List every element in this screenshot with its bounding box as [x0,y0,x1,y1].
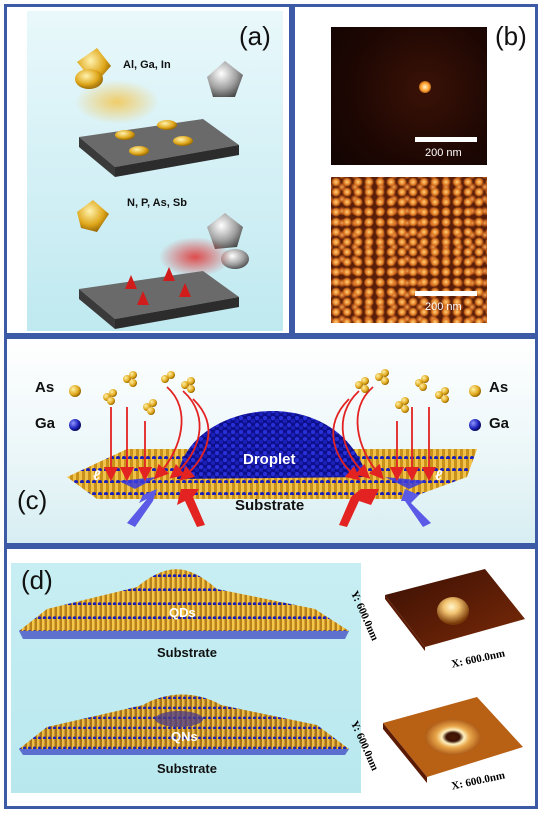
panel-a-background [27,11,283,331]
scale-text-bottom: 200 nm [425,301,462,313]
gold-effusion-cell-icon-lower [77,200,109,232]
panel-a-label: (a) [239,21,271,51]
substrate-label-bottom: Substrate [157,761,217,776]
as-flux-arrows-right [332,386,437,482]
red-flux-spray [159,237,231,277]
quantum-nanoring-layer [19,694,349,755]
panel-d-illustration [19,569,349,755]
yellow-flux-spray [75,80,159,124]
panel-c-illustration [67,369,481,527]
group-iii-elements-label: Al, Ga, In [123,59,171,71]
nanoring-center [155,711,203,727]
panel-a-illustration [75,48,249,329]
panel-d-label: (d) [21,565,53,595]
qds-label: QDs [169,605,196,620]
ga-legend-label-right: Ga [489,415,510,432]
grey-effusion-cell-icon [207,61,243,97]
ga-legend-icon-left [69,419,81,431]
top-substrate [79,119,239,177]
panel-b-label: (b) [495,21,527,51]
afm-3d-quantum-dot [385,569,525,651]
as-flux-arrows-left [103,386,210,482]
scale-bar-top [415,137,477,142]
panel-b: (b) 200 nm 200 nm [292,4,538,336]
afm-image-single-dot: 200 nm [331,27,487,165]
as-legend-label-left: As [35,379,55,396]
scale-bar-bottom [415,291,477,296]
as-legend-icon-right [469,385,481,397]
red-diffusion-arrow-right [339,489,379,527]
blue-diffusion-arrow-right [401,489,431,527]
ga-legend-label-left: Ga [35,415,56,432]
quantum-dot-mound [19,569,349,639]
blue-diffusion-arrow-left [127,489,157,527]
panel-c: As Ga As Ga Droplet Substrate ℓ ℓ (c) [4,336,538,546]
panel-d: (d) QDs Substrate QNs Substrate Y: 600.0… [4,546,538,809]
diffusion-length-left: ℓ [93,467,101,483]
panel-a: (a) Al, Ga, In N, P, As, Sb [4,4,292,336]
ga-legend-icon-right [469,419,481,431]
bottom-substrate [79,267,239,329]
afm-3d-quantum-ring [383,697,523,783]
scale-text-top: 200 nm [425,147,462,159]
single-quantum-dot [419,81,431,93]
as-legend-label-right: As [489,379,509,396]
panel-c-label: (c) [17,485,48,515]
substrate-label-top: Substrate [157,645,217,660]
diffusion-length-right: ℓ [435,467,443,483]
qns-label: QNs [171,729,198,744]
as-legend-icon-left [69,385,81,397]
droplet-label: Droplet [243,451,296,468]
as-atom-clusters [103,369,449,415]
red-diffusion-arrow-left [177,489,205,527]
group-v-elements-label: N, P, As, Sb [127,197,187,209]
droplet-blob [177,410,367,479]
afm-image-dense-dots: 200 nm [331,177,487,323]
substrate-label: Substrate [235,497,305,514]
